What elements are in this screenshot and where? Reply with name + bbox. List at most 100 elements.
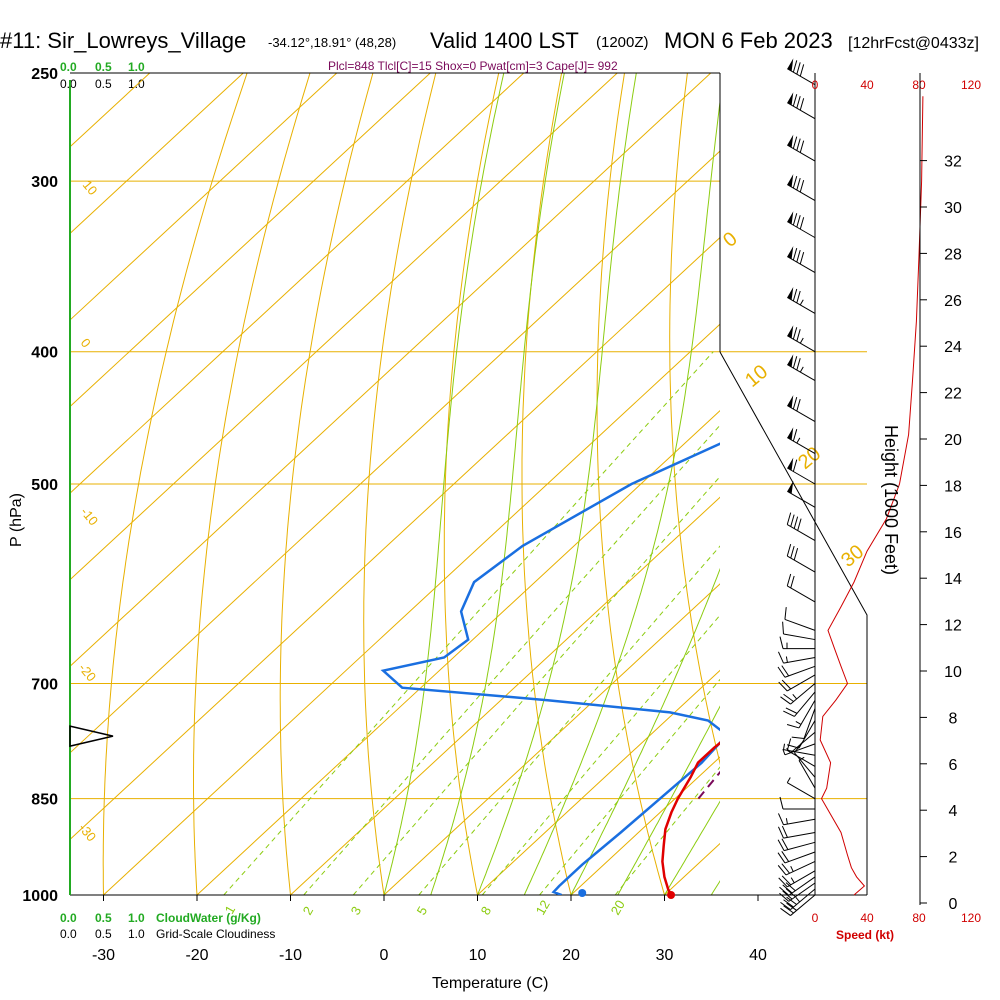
wind-barb-feather [786,902,797,911]
cloudiness-tick: 1.0 [128,927,145,941]
mixing-ratio-label: 2 [300,904,317,918]
wind-barb-pennant [787,58,794,72]
wind-barb-pennant [787,427,794,441]
mixing-ratio-line [352,475,720,895]
wind-barb-feather [785,707,798,714]
wind-barb [787,174,816,201]
wind-barb-shaft [787,296,816,314]
wind-barb [786,699,816,729]
speed-tick-label-top: 0 [812,78,819,92]
wind-barb [782,621,816,641]
wind-barb-shaft [783,832,816,839]
wind-barb-shaft [783,818,816,826]
wind-barb-feather [796,96,801,109]
theta-label: 30 [837,541,868,572]
wind-barb-shaft [787,364,816,382]
wind-barb-shaft [790,683,816,705]
wind-barb-shaft [788,876,816,896]
wind-barb-half [782,743,786,750]
height-tick-label: 10 [944,664,962,681]
wind-barb-feather [785,882,796,892]
theta-label: 10 [741,361,772,392]
wind-barb [787,134,816,162]
plot-frame [70,72,868,896]
isotherm-label: -30 [76,820,100,844]
dry-adiabat-line [443,73,500,895]
wind-barb-feather [777,666,786,678]
moist-adiabat-line [477,73,637,895]
wind-barb-feather [796,178,801,191]
wind-barb-feather [786,896,797,905]
pressure-tick-label: 300 [31,174,58,191]
wind-barb-half [785,818,788,825]
surface-temperature-marker [667,891,676,899]
wind-barb-shaft [783,657,816,664]
pressure-tick-label: 850 [31,792,58,809]
wind-barb-feather [792,459,798,472]
wind-barb-feather [796,358,801,371]
wind-barb-feather [777,852,786,864]
wind-barb-feather [786,573,792,587]
wind-barb-half [792,694,797,700]
wind-barb-shaft [798,699,816,729]
wind-barb-feather [790,545,795,559]
wind-barb-feather [783,899,794,908]
wind-barb [777,861,816,876]
utc-time: (1200Z) [596,34,649,51]
wind-barb [779,796,815,810]
height-tick-label: 18 [944,478,962,495]
wind-barb-half [799,299,804,306]
height-tick-label: 2 [949,850,958,867]
mixing-ratio-label: 5 [414,904,431,918]
wind-barb-shaft [798,760,816,789]
pressure-tick-label: 400 [31,345,58,362]
forecast-date: MON 6 Feb 2023 [664,28,833,53]
wind-barb-half [785,656,788,663]
wind-barb-feather [799,98,805,111]
wind-barb-shaft [787,782,816,800]
forecast-run: [12hrFcst@0433z] [848,35,979,52]
mixing-ratio-label: 12 [533,897,553,917]
wind-barbs [777,58,816,916]
cloudwater-tick: 0.5 [95,911,112,925]
dry-adiabat-grid [102,73,720,895]
cloudiness-scale-bottom: 0.0 0.5 1.0 Grid-Scale Cloudiness [60,927,275,941]
wind-barb-feather [786,744,800,749]
wind-barb-feather [796,62,801,75]
wind-barb-shaft [787,674,816,692]
height-tick-label: 14 [944,571,962,588]
dry-adiabat-line [596,73,665,895]
moist-adiabat-line [383,73,505,895]
wind-barb [784,607,816,631]
isotherm-line [383,583,720,895]
cloudiness-label: Grid-Scale Cloudiness [156,927,275,941]
wind-barb-shaft [787,68,816,86]
height-tick-label: 24 [944,339,962,356]
isotherm-label: -10 [78,504,102,528]
parcel-indices: Plcl=848 Tlcl[C]=15 Shox=0 Pwat[cm]=3 Ca… [328,59,618,73]
wind-barb-shaft [784,618,816,631]
moist-adiabat-line [430,73,565,895]
wind-barb-feather [777,826,784,839]
speed-tick-label-bottom: 0 [812,911,819,925]
speed-tick-label-top: 120 [961,78,981,92]
y-axis-title: P (hPa) [8,493,25,547]
isotherm-line [70,73,525,494]
wind-barb-feather [799,140,805,153]
wind-barb-pennant [787,325,794,339]
isotherm-line [70,73,618,581]
wind-barb [787,246,816,273]
isotherm-line [290,496,720,895]
wind-barb-shaft [787,184,816,201]
height-tick-label: 0 [949,896,958,913]
wind-barb-shaft [787,490,816,508]
speed-tick-label-bottom: 80 [912,911,926,925]
wind-barb-pennant [787,354,794,368]
wind-barb-shaft [783,841,816,852]
wind-barb [777,813,816,826]
x-axis-title: Temperature (C) [432,975,548,992]
wind-barb-feather [796,329,801,342]
dewpoint-curve [380,442,720,895]
